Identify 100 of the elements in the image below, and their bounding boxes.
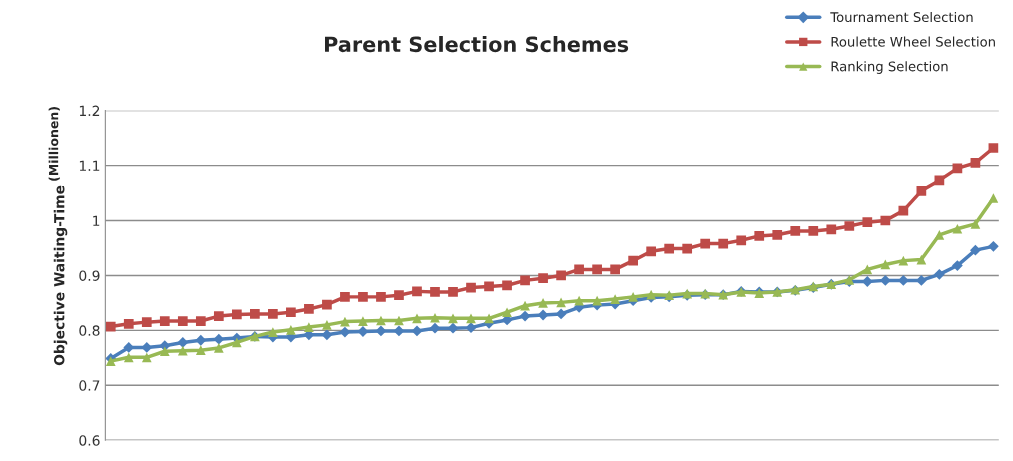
y-tick-label: 1.2 (79, 105, 100, 116)
point (322, 320, 332, 330)
point (340, 292, 350, 302)
point (772, 229, 783, 240)
point (574, 264, 584, 275)
point (304, 322, 314, 332)
point (916, 254, 927, 265)
point (213, 343, 224, 353)
point (177, 316, 188, 326)
point (970, 157, 981, 168)
point (177, 337, 189, 348)
chart-title: Parent Selection Schemes (325, 36, 629, 53)
point (988, 240, 999, 252)
point (952, 163, 963, 174)
point (376, 292, 386, 302)
point (430, 312, 440, 323)
point (520, 300, 530, 311)
point (970, 244, 981, 256)
point (862, 217, 873, 228)
point (718, 238, 729, 249)
point (898, 205, 909, 216)
point (141, 352, 152, 363)
text: (Millionen) (48, 107, 60, 181)
point (951, 260, 963, 271)
point (502, 280, 512, 291)
point (231, 337, 242, 348)
point (358, 292, 368, 302)
point (231, 309, 242, 320)
point (610, 294, 620, 304)
y-tick-label: 1.1 (79, 160, 100, 171)
point (250, 309, 260, 319)
point (484, 281, 494, 292)
point (141, 317, 152, 327)
point (592, 264, 602, 275)
point (322, 299, 332, 310)
point (934, 229, 945, 240)
point (195, 316, 206, 326)
point (970, 218, 981, 229)
point (177, 345, 188, 356)
point (682, 243, 693, 254)
point (268, 327, 278, 337)
point (268, 309, 278, 319)
point (430, 287, 440, 297)
point (286, 307, 296, 318)
point (592, 295, 602, 306)
point (412, 286, 422, 297)
point (159, 316, 170, 326)
point (195, 345, 206, 356)
point (754, 231, 765, 241)
point (952, 223, 963, 234)
point (790, 226, 801, 236)
point (736, 235, 747, 246)
point (448, 287, 458, 297)
point (988, 143, 999, 153)
point (213, 311, 224, 321)
point (933, 268, 945, 280)
point (286, 324, 296, 335)
point (195, 334, 207, 346)
point (610, 264, 620, 275)
point (520, 275, 530, 286)
point (105, 321, 116, 332)
point (466, 282, 476, 293)
point (466, 313, 476, 324)
y-tick-label: 0.8 (79, 325, 100, 336)
point (700, 238, 711, 249)
y-axis-title: Objective Waiting-Time (53, 185, 68, 366)
point (538, 298, 548, 308)
point (988, 193, 999, 203)
point (304, 304, 314, 314)
point (664, 243, 675, 254)
legend-label: Tournament Selection (830, 11, 973, 23)
point (628, 292, 639, 302)
y-tick-label: 0.7 (79, 380, 100, 391)
point (898, 255, 909, 266)
point (574, 295, 584, 306)
y-tick-label: 1 (93, 215, 100, 226)
point (880, 259, 891, 270)
point (484, 313, 494, 324)
point (916, 185, 927, 196)
point (844, 221, 855, 231)
point (123, 352, 134, 363)
point (826, 224, 837, 235)
point (862, 264, 873, 275)
legend-label: Ranking Selection (831, 61, 948, 74)
y-tick-label: 0.9 (79, 270, 100, 281)
point (538, 273, 548, 284)
y-tick-label: 0.6 (79, 435, 100, 446)
point (159, 346, 170, 357)
point (448, 313, 458, 324)
point (646, 246, 657, 257)
point (358, 316, 368, 326)
point (808, 226, 819, 236)
point (519, 310, 531, 322)
point (880, 215, 891, 226)
point (394, 290, 404, 301)
point (556, 297, 566, 308)
point (556, 270, 566, 281)
point (502, 307, 512, 318)
point (628, 255, 639, 266)
point (123, 318, 134, 329)
